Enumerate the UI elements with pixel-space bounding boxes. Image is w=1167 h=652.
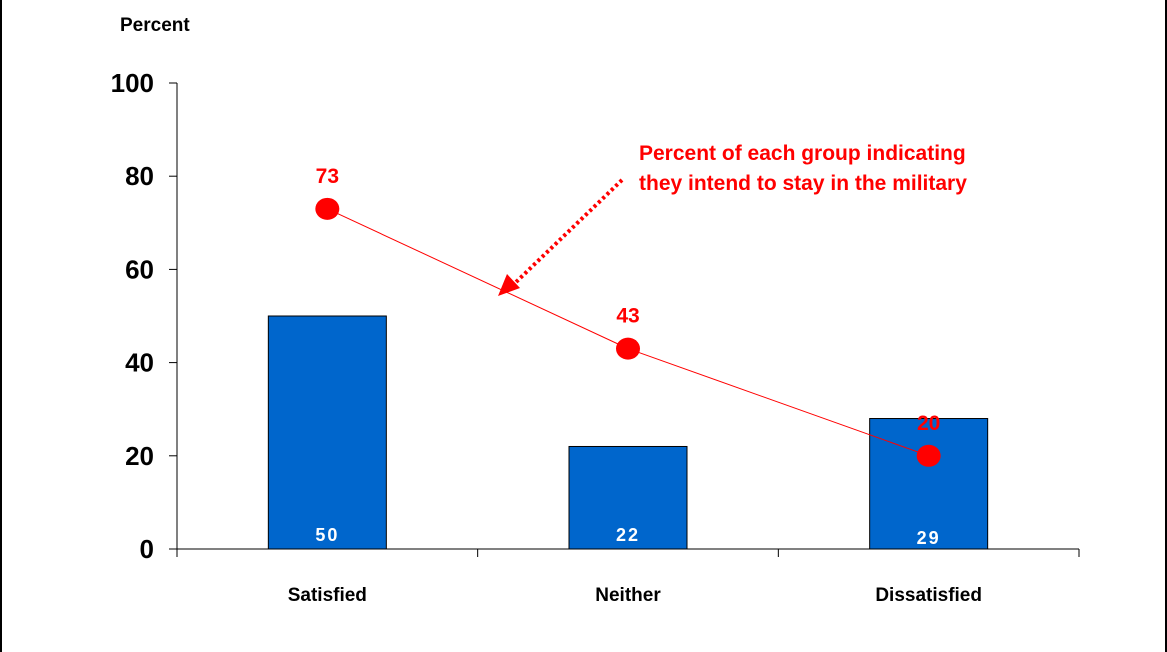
line-point (616, 337, 640, 360)
line-point (315, 197, 340, 220)
x-tick-label: Satisfied (288, 585, 367, 606)
bar (267, 315, 387, 550)
bar-data-label: 29 (917, 528, 941, 548)
y-tick-label: 60 (125, 254, 154, 284)
line-point (916, 444, 941, 467)
bar-data-label: 50 (315, 525, 339, 545)
annotation: Percent of each group indicating they int… (498, 142, 967, 296)
annotation-arrow-head (498, 274, 520, 296)
bar-data-label: 22 (616, 525, 640, 545)
x-tick-label: Dissatisfied (875, 585, 982, 606)
annotation-text: Percent of each group indicating (639, 142, 966, 165)
line-data-label: 73 (316, 165, 339, 188)
line-data-label: 20 (917, 412, 940, 435)
annotation-arrow-shaft (512, 178, 624, 286)
y-tick-label: 80 (125, 161, 154, 191)
intent-line: 73 43 20 (315, 165, 941, 467)
line-data-label: 43 (616, 305, 639, 328)
series-line (327, 208, 929, 457)
bars: 50 22 29 (267, 315, 989, 550)
y-tick-label: 0 (140, 534, 154, 564)
bar (568, 445, 688, 550)
y-tick-label: 40 (125, 348, 154, 378)
axes: 0 20 40 60 80 100 Satisfied Neither Dissatisfied (111, 68, 1080, 606)
x-tick-label: Neither (595, 585, 661, 606)
y-axis-title: Percent (120, 15, 190, 36)
y-tick-label: 20 (125, 441, 154, 471)
bar (869, 418, 989, 550)
annotation-text: they intend to stay in the military (639, 172, 967, 195)
y-tick-label: 100 (111, 68, 154, 98)
